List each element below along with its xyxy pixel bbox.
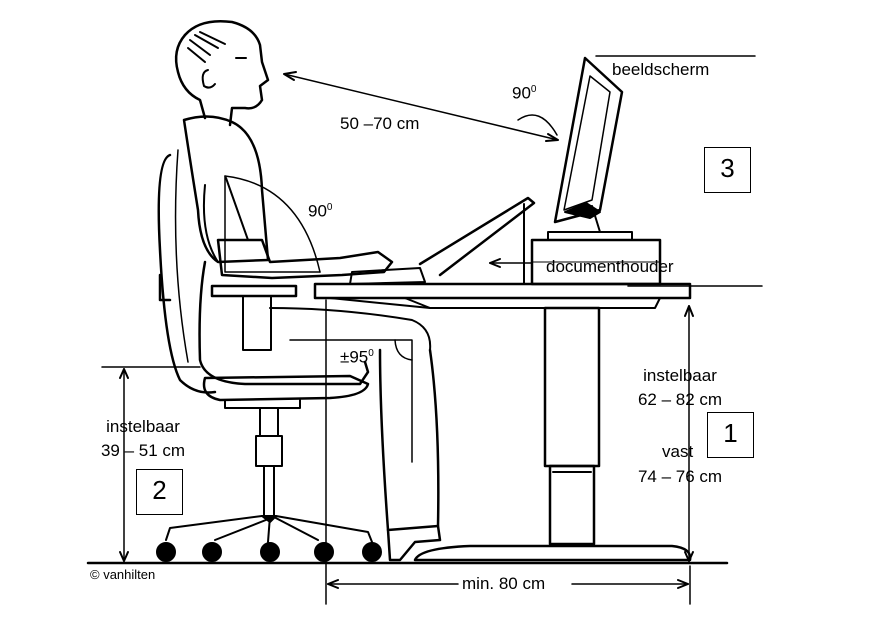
monitor-drawing <box>530 56 662 286</box>
keyboard-drawing <box>349 267 426 285</box>
eye-distance-label: 50 –70 cm <box>340 114 420 133</box>
dimension-lines <box>101 55 763 605</box>
depth-label: min. 80 cm <box>462 574 546 593</box>
monitor-number-box: 3 <box>704 147 751 193</box>
monitor-angle-label: 900 <box>512 83 537 103</box>
desk-fixed-title: vast <box>662 442 694 461</box>
copyright-label: © vanhilten <box>90 567 156 582</box>
monitor-label: beeldscherm <box>612 60 710 79</box>
chair-height-title: instelbaar <box>106 417 180 436</box>
document-holder-drawing <box>418 196 536 285</box>
knee-angle-label: ±950 <box>340 347 374 367</box>
desk-number-box: 1 <box>707 412 754 458</box>
desk-drawing <box>313 282 692 562</box>
document-holder-label: documenthouder <box>546 257 674 276</box>
chair-height-range: 39 – 51 cm <box>100 441 186 460</box>
person-drawing <box>174 20 442 562</box>
chair-number-box: 2 <box>136 469 183 515</box>
desk-adjustable-title: instelbaar <box>643 366 717 385</box>
chair-drawing <box>156 149 382 562</box>
chair-casters <box>156 542 382 562</box>
desk-fixed-range: 74 – 76 cm <box>637 467 723 486</box>
arm-angle-label: 900 <box>308 201 333 221</box>
desk-adjustable-range: 62 – 82 cm <box>637 390 723 409</box>
angle-guides <box>224 114 558 463</box>
